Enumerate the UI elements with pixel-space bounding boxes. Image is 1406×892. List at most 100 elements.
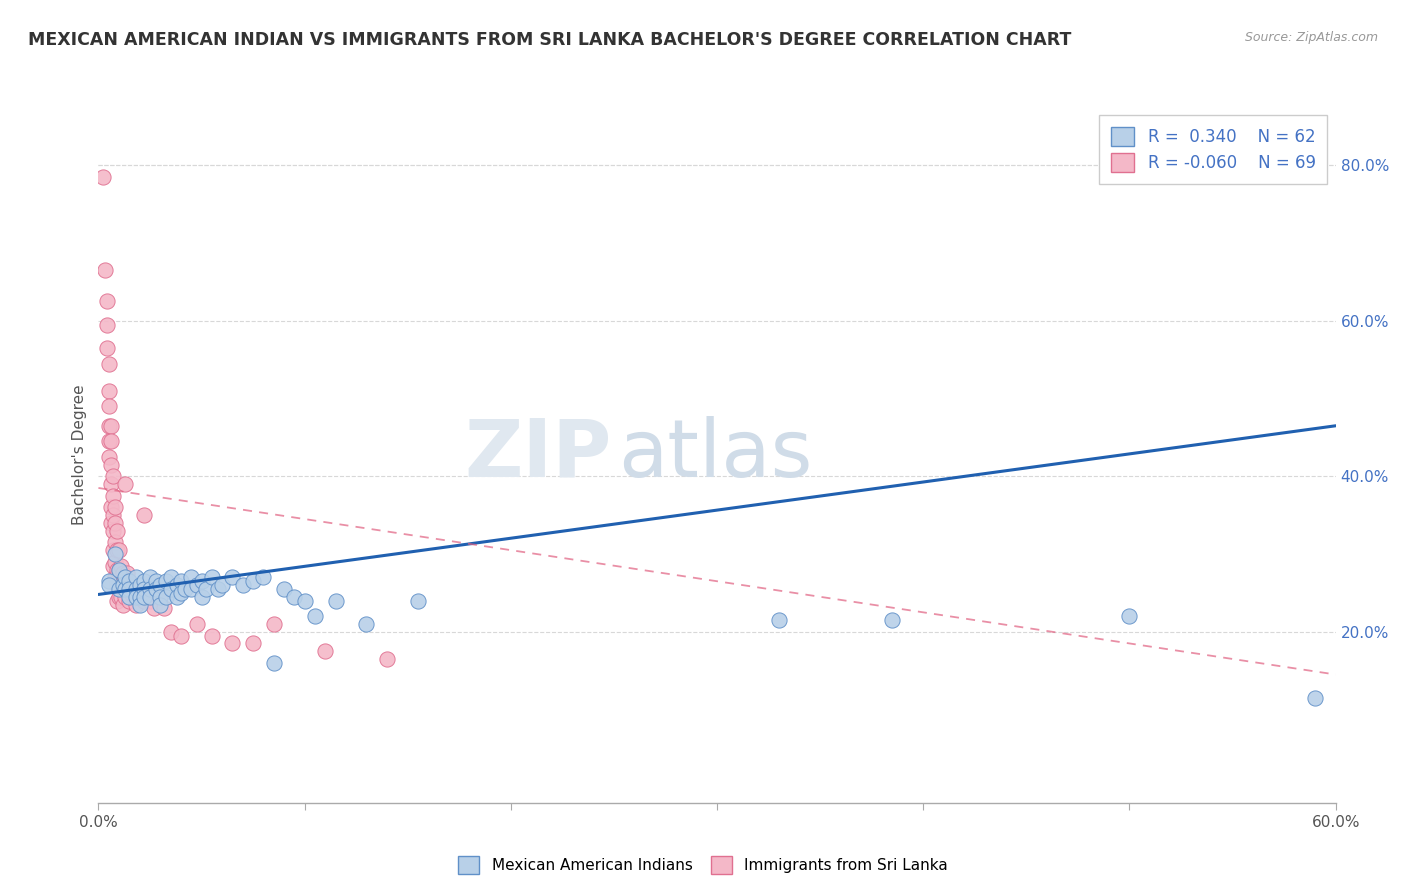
Point [159, 624, 181, 639]
Point [118, 574, 141, 589]
Point [112, 598, 135, 612]
Point [117, 582, 139, 596]
Point [166, 578, 188, 592]
Point [201, 570, 224, 584]
Point [108, 590, 131, 604]
Point [132, 574, 155, 589]
Point [356, 617, 378, 632]
Point [314, 644, 336, 658]
Point [232, 578, 254, 592]
Point [252, 570, 274, 584]
Point [120, 586, 142, 600]
Point [114, 574, 136, 589]
Point [101, 543, 124, 558]
Point [118, 574, 141, 589]
Point [304, 609, 326, 624]
Point [139, 570, 162, 584]
Point [1303, 690, 1326, 705]
Point [96, 341, 118, 355]
Point [100, 477, 122, 491]
Text: Source: ZipAtlas.com: Source: ZipAtlas.com [1244, 31, 1378, 45]
Point [100, 458, 122, 472]
Point [132, 508, 155, 523]
Point [149, 590, 172, 604]
Point [105, 524, 128, 538]
Point [221, 636, 243, 650]
Point [194, 582, 217, 596]
Point [91, 169, 114, 184]
Point [108, 578, 131, 592]
Point [186, 617, 208, 632]
Point [190, 574, 212, 589]
Point [166, 590, 188, 604]
Point [118, 582, 141, 596]
Point [294, 593, 316, 607]
Point [108, 543, 131, 558]
Point [118, 590, 141, 604]
Point [101, 524, 124, 538]
Point [768, 613, 790, 627]
Point [139, 582, 162, 596]
Point [186, 578, 208, 592]
Point [145, 582, 167, 596]
Point [190, 590, 212, 604]
Point [112, 578, 135, 592]
Point [97, 357, 120, 371]
Point [170, 586, 193, 600]
Point [143, 601, 166, 615]
Point [104, 547, 127, 561]
Point [263, 617, 285, 632]
Point [325, 593, 347, 607]
Point [155, 574, 177, 589]
Y-axis label: Bachelor's Degree: Bachelor's Degree [72, 384, 87, 525]
Point [153, 601, 176, 615]
Point [139, 593, 162, 607]
Point [114, 582, 136, 596]
Point [100, 418, 122, 433]
Point [112, 582, 135, 596]
Point [114, 590, 136, 604]
Point [170, 574, 193, 589]
Point [114, 570, 136, 584]
Point [112, 566, 135, 581]
Point [159, 582, 181, 596]
Point [128, 578, 150, 592]
Point [207, 582, 229, 596]
Point [159, 570, 181, 584]
Point [101, 558, 124, 573]
Point [118, 593, 141, 607]
Point [97, 418, 120, 433]
Point [97, 434, 120, 449]
Point [104, 555, 127, 569]
Point [104, 535, 127, 549]
Point [104, 516, 127, 530]
Point [1118, 609, 1140, 624]
Text: atlas: atlas [619, 416, 813, 494]
Point [132, 590, 155, 604]
Point [101, 508, 124, 523]
Point [97, 400, 120, 414]
Point [100, 500, 122, 515]
Point [100, 434, 122, 449]
Point [97, 384, 120, 398]
Point [104, 500, 127, 515]
Point [110, 574, 132, 589]
Point [132, 582, 155, 596]
Point [139, 590, 162, 604]
Point [273, 582, 295, 596]
Point [100, 516, 122, 530]
Point [201, 629, 224, 643]
Point [124, 590, 146, 604]
Text: ZIP: ZIP [464, 416, 612, 494]
Legend: Mexican American Indians, Immigrants from Sri Lanka: Mexican American Indians, Immigrants fro… [451, 850, 955, 880]
Point [263, 656, 285, 670]
Point [97, 574, 120, 589]
Point [221, 570, 243, 584]
Legend: R =  0.340    N = 62, R = -0.060    N = 69: R = 0.340 N = 62, R = -0.060 N = 69 [1099, 115, 1327, 184]
Point [149, 590, 172, 604]
Point [96, 294, 118, 309]
Point [145, 574, 167, 589]
Point [105, 543, 128, 558]
Point [124, 582, 146, 596]
Point [211, 578, 233, 592]
